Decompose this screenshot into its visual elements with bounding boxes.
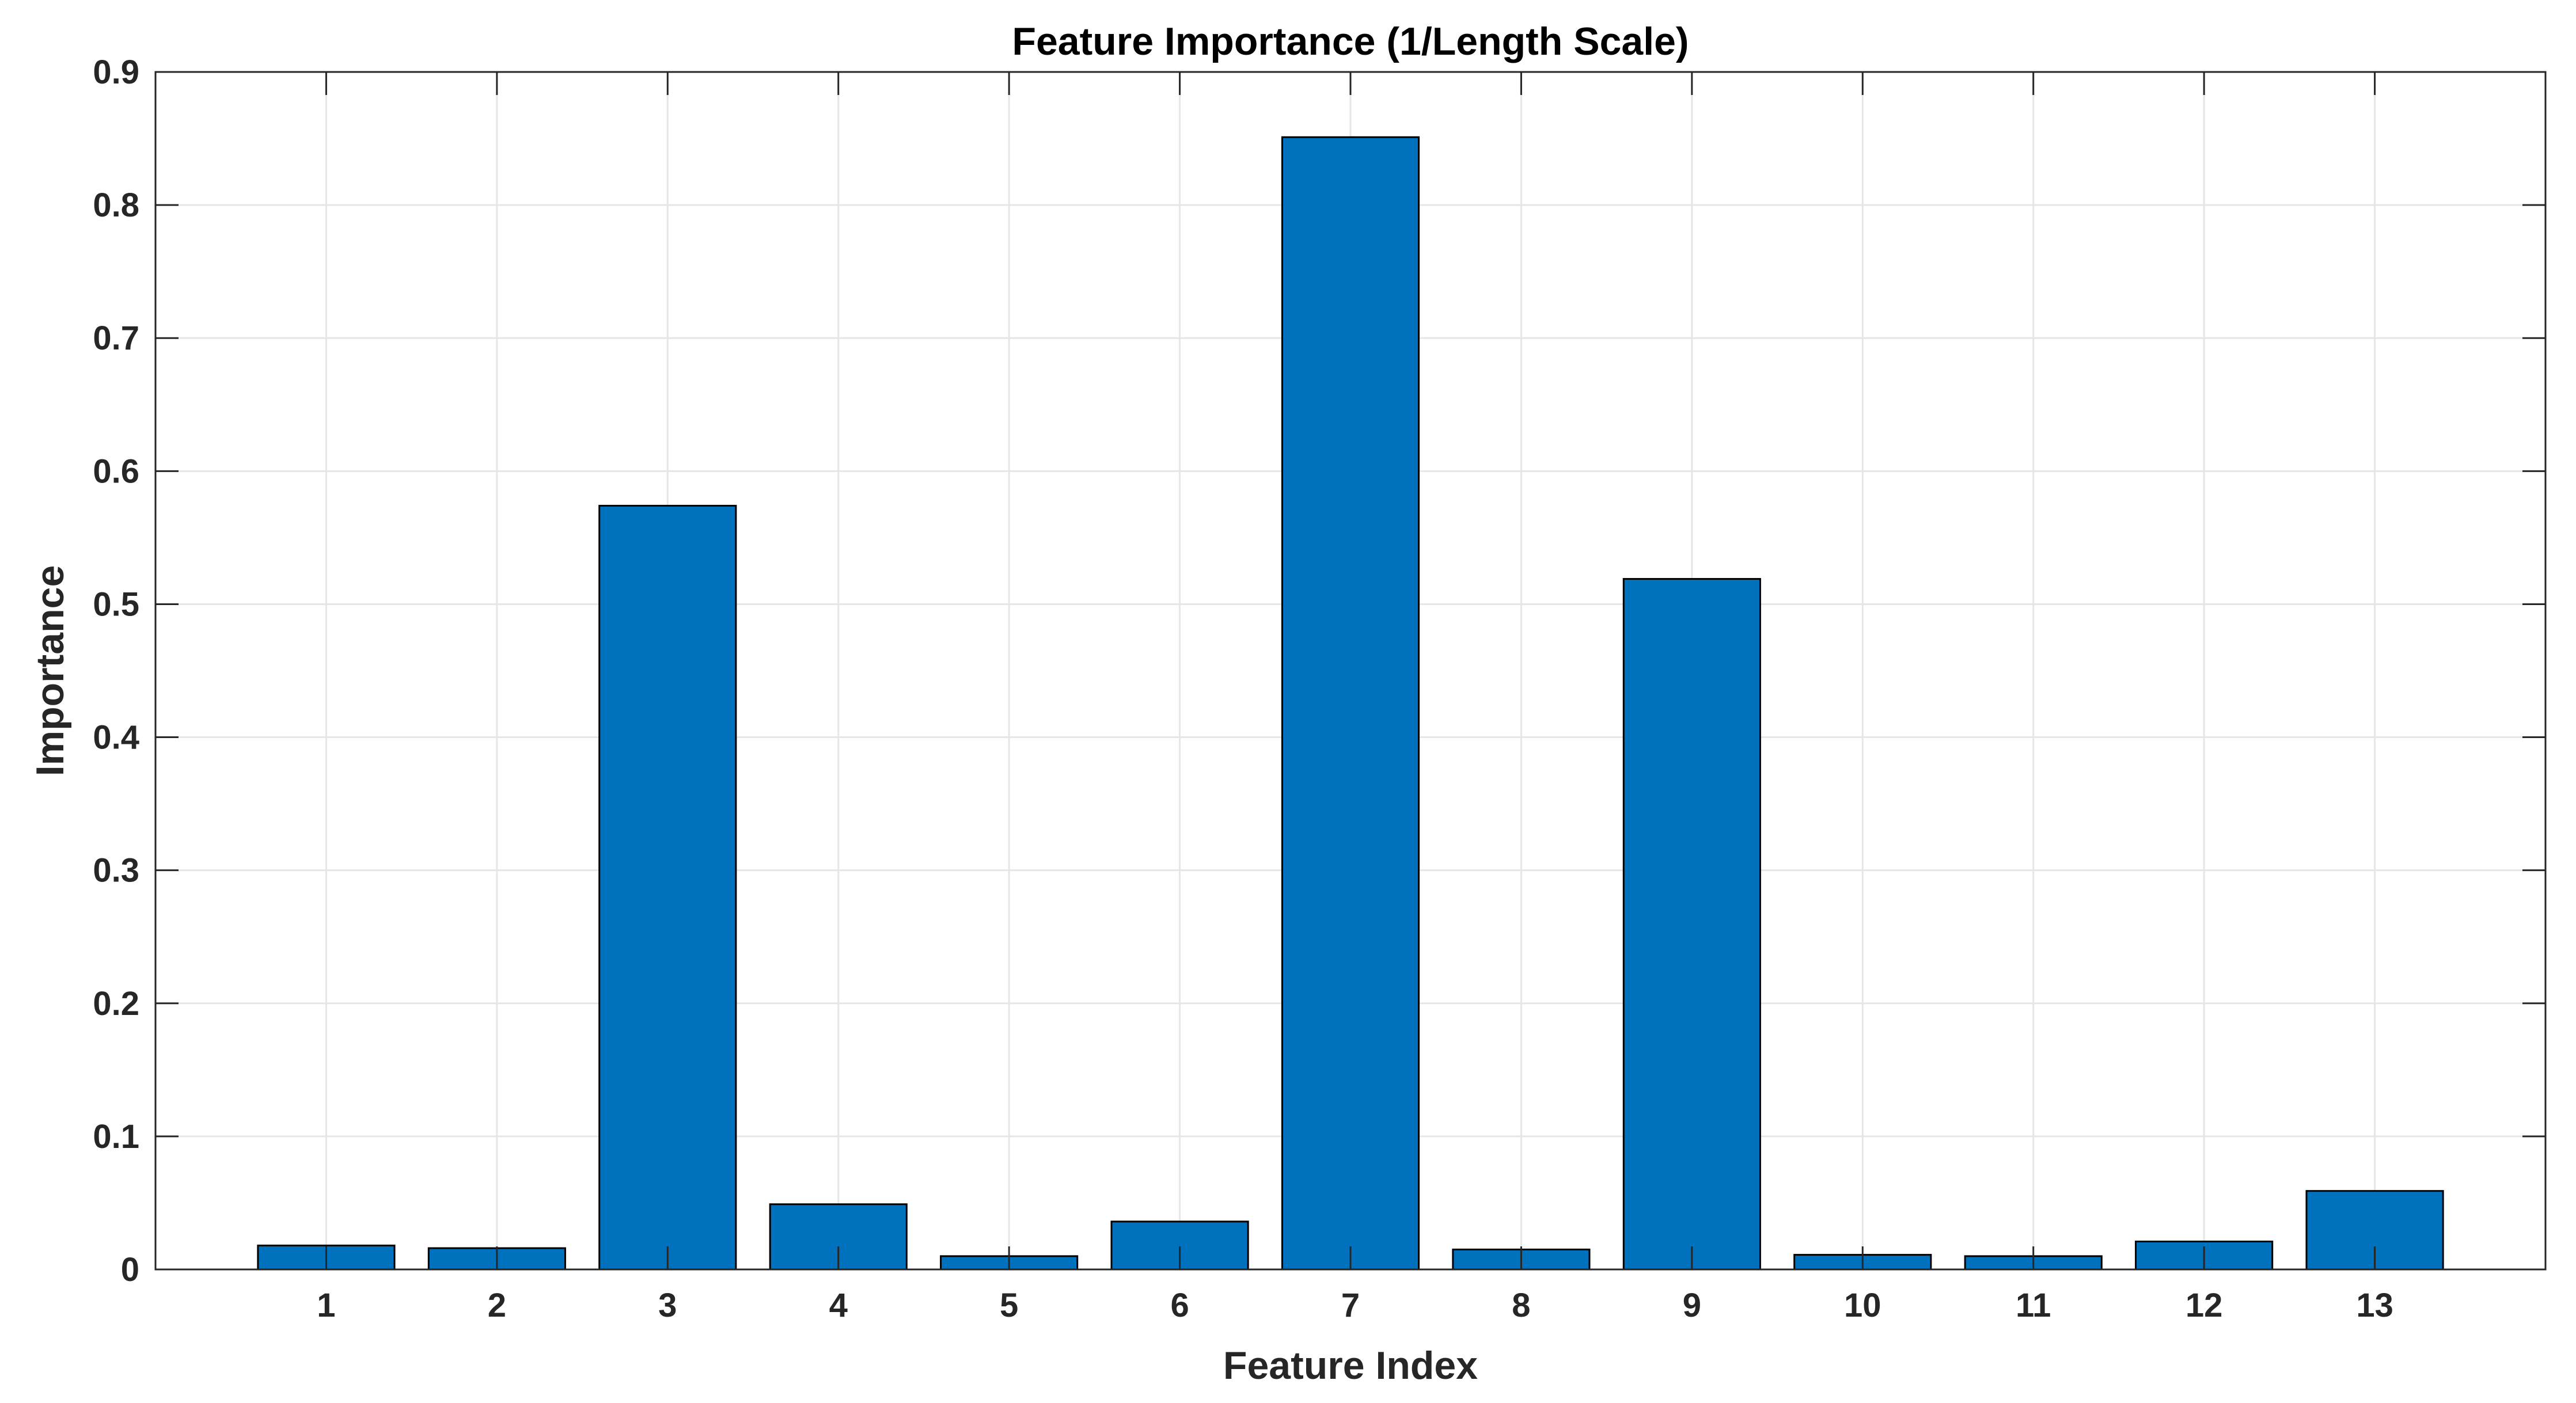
x-tick-label: 11	[2016, 1287, 2051, 1324]
y-tick-label: 0.5	[93, 585, 139, 623]
y-tick-label: 0.4	[93, 719, 139, 756]
chart-title: Feature Importance (1/Length Scale)	[1012, 20, 1689, 63]
x-tick-label: 5	[1000, 1287, 1018, 1324]
x-tick-label: 2	[488, 1287, 506, 1324]
y-tick-label: 0.8	[93, 187, 139, 224]
bar-9	[1622, 578, 1761, 1271]
bar-3	[598, 504, 737, 1271]
y-tick-label: 0.3	[93, 852, 139, 889]
y-tick-label: 0.9	[93, 54, 139, 91]
y-tick-label: 0	[121, 1251, 139, 1288]
x-tick-label: 12	[2186, 1287, 2223, 1324]
x-tick-label: 7	[1341, 1287, 1360, 1324]
y-tick-label: 0.2	[93, 985, 139, 1022]
x-tick-label: 9	[1683, 1287, 1701, 1324]
x-tick-label: 10	[1844, 1287, 1881, 1324]
y-tick-label: 0.1	[93, 1118, 139, 1155]
y-tick-label: 0.6	[93, 453, 139, 490]
x-tick-label: 4	[829, 1287, 848, 1324]
tick-labels: 00.10.20.30.40.50.60.70.80.91 2 3 4 5 6 7 8 9 10 1…	[93, 54, 2393, 1324]
x-tick-label: 13	[2356, 1287, 2393, 1324]
bar-7	[1281, 136, 1420, 1271]
x-tick-label: 6	[1170, 1287, 1189, 1324]
y-tick-label: 0.7	[93, 320, 139, 357]
axes	[154, 71, 2547, 1271]
x-tick-label: 8	[1512, 1287, 1530, 1324]
x-axis-title: Feature Index	[1223, 1344, 1478, 1387]
x-tick-label: 1	[317, 1287, 335, 1324]
y-axis-title: Importance	[28, 565, 72, 777]
x-tick-label: 3	[658, 1287, 677, 1324]
